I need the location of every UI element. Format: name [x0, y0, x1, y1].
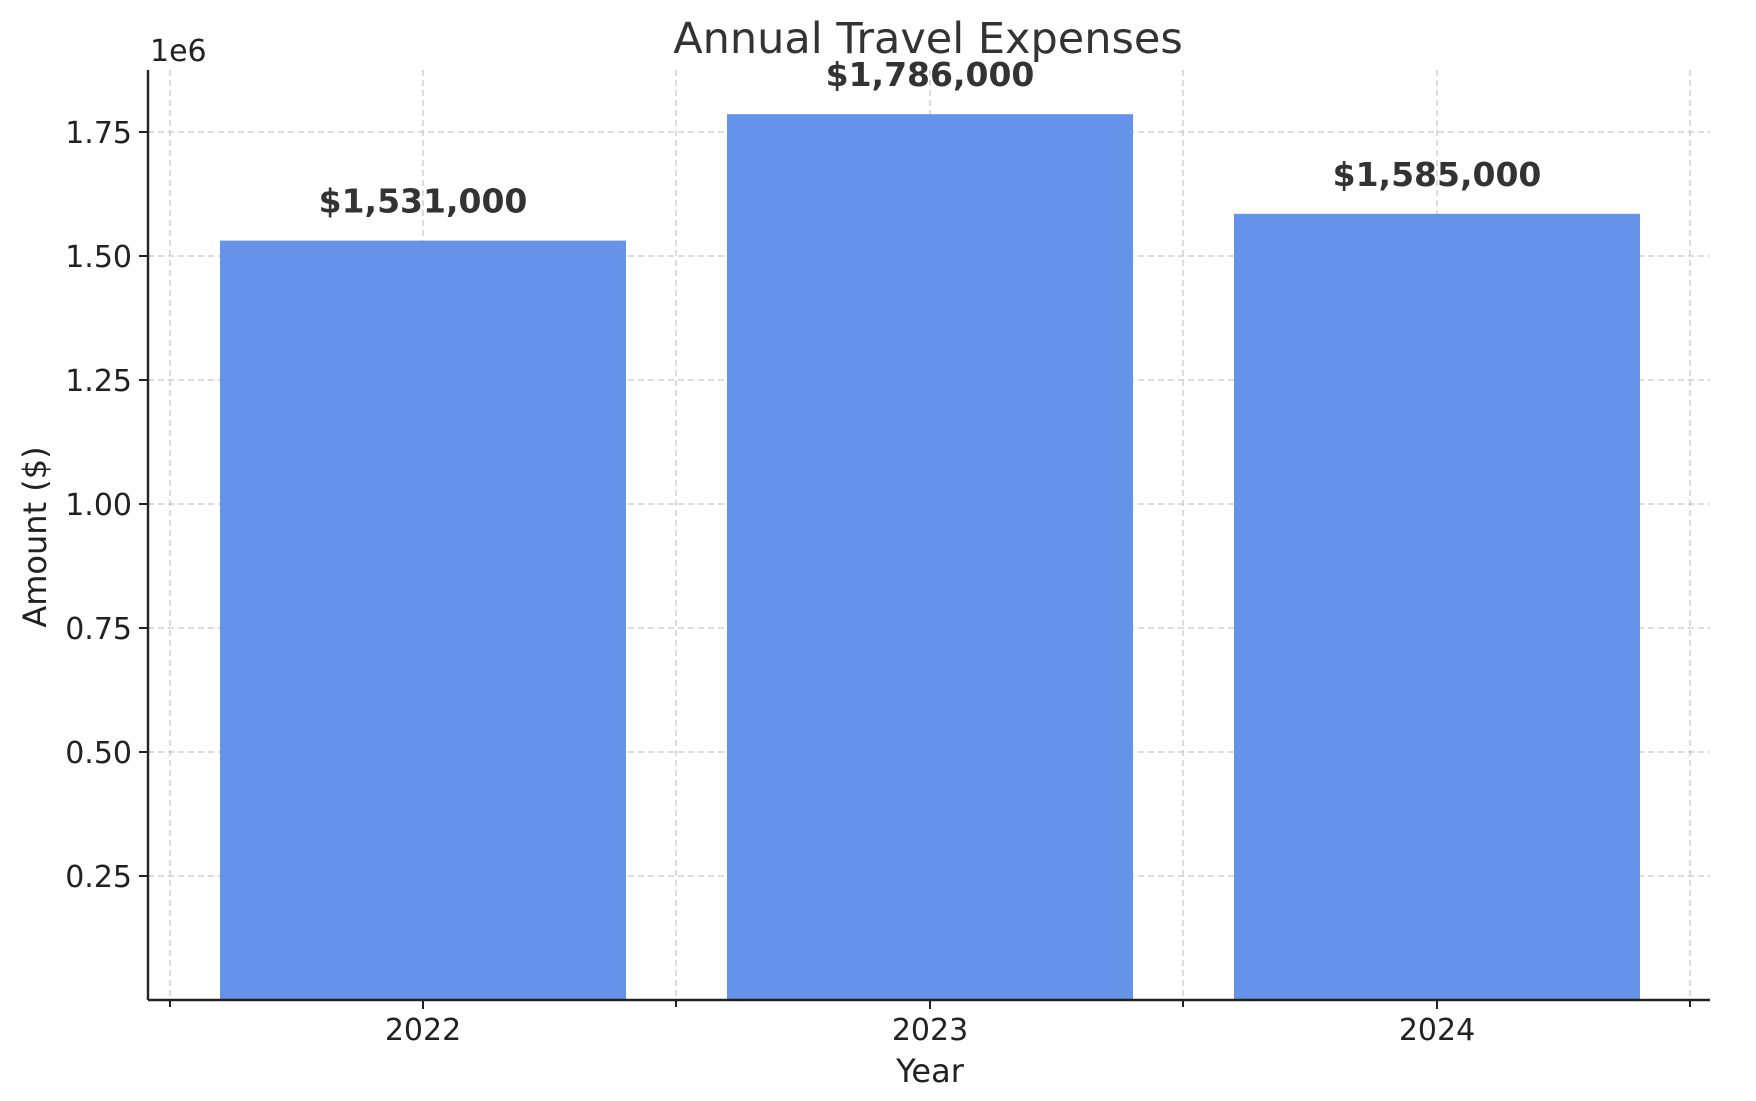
y-tick-label: 0.50 — [65, 736, 132, 771]
data-label-2024: $1,585,000 — [1333, 155, 1542, 194]
x-tick-label: 2022 — [385, 1013, 461, 1048]
y-axis-label: Amount ($) — [16, 446, 54, 627]
ticks-layer: 0.25 0.50 0.75 1.00 1.25 1.50 1.75 2022 2023 2024 — [65, 116, 1691, 1048]
x-tick-label: 2024 — [1399, 1013, 1475, 1048]
y-tick-label: 1.50 — [65, 240, 132, 275]
y-tick-label: 1.00 — [65, 488, 132, 523]
bar-2023 — [727, 114, 1133, 1001]
y-tick-label: 1.25 — [65, 364, 132, 399]
data-label-2023: $1,786,000 — [826, 55, 1035, 94]
y-tick-label: 0.25 — [65, 860, 132, 895]
data-label-2022: $1,531,000 — [319, 182, 528, 221]
y-axis-offset-label: 1e6 — [150, 34, 207, 69]
y-tick-label: 0.75 — [65, 612, 132, 647]
bars-layer — [220, 114, 1640, 1001]
x-axis-label: Year — [895, 1052, 965, 1090]
x-tick-label: 2023 — [892, 1013, 968, 1048]
bar-2024 — [1234, 213, 1640, 1001]
chart-title: Annual Travel Expenses — [673, 14, 1183, 64]
bar-2022 — [220, 240, 626, 1000]
data-labels-layer: $1,531,000 $1,786,000 $1,585,000 — [319, 55, 1542, 220]
y-tick-label: 1.75 — [65, 116, 132, 151]
